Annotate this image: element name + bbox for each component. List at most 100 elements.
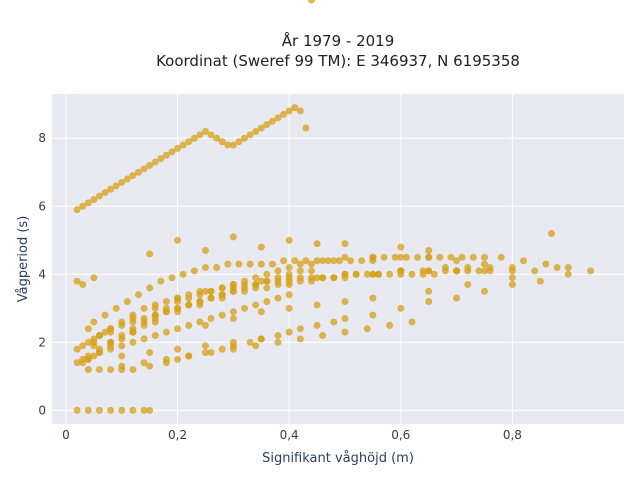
data-point xyxy=(280,257,288,265)
data-point xyxy=(480,253,488,261)
data-point xyxy=(296,260,304,268)
data-point xyxy=(458,253,466,261)
data-point xyxy=(201,321,209,329)
data-point xyxy=(73,277,81,285)
data-point xyxy=(84,352,92,360)
y-tick-label: 2 xyxy=(38,335,46,349)
data-point xyxy=(341,298,349,306)
data-point xyxy=(307,267,315,275)
data-point xyxy=(107,366,115,374)
data-point xyxy=(123,175,131,183)
data-point xyxy=(146,406,154,414)
data-point xyxy=(374,270,382,278)
data-point xyxy=(358,257,366,265)
data-point xyxy=(107,338,115,346)
data-point xyxy=(257,260,265,268)
x-tick-label: 0,4 xyxy=(280,428,299,442)
data-point xyxy=(201,127,209,135)
data-point xyxy=(391,253,399,261)
data-point xyxy=(280,110,288,118)
data-point xyxy=(174,308,182,316)
data-point xyxy=(268,260,276,268)
data-point xyxy=(425,267,433,275)
data-point xyxy=(257,277,265,285)
data-point xyxy=(296,335,304,343)
data-point xyxy=(123,298,131,306)
data-point xyxy=(274,294,282,302)
data-point xyxy=(285,281,293,289)
data-point xyxy=(268,117,276,125)
data-point xyxy=(84,338,92,346)
data-point xyxy=(201,342,209,350)
data-point xyxy=(207,131,215,139)
data-point xyxy=(252,342,260,350)
data-point xyxy=(274,332,282,340)
data-point xyxy=(129,318,137,326)
data-point xyxy=(140,406,148,414)
data-point xyxy=(118,332,126,340)
data-point xyxy=(263,121,271,129)
data-point xyxy=(207,315,215,323)
data-point xyxy=(263,277,271,285)
data-point xyxy=(218,345,226,353)
data-point xyxy=(190,267,198,275)
x-tick-label: 0,2 xyxy=(168,428,187,442)
data-point xyxy=(146,161,154,169)
data-point xyxy=(330,318,338,326)
data-point xyxy=(190,134,198,142)
data-point xyxy=(179,270,187,278)
data-point xyxy=(330,274,338,282)
data-point xyxy=(274,114,282,122)
data-point xyxy=(285,270,293,278)
tick-labels: 0 0,2 0,4 0,6 0,8 0 2 4 6 8 xyxy=(38,131,522,442)
data-point xyxy=(369,294,377,302)
data-point xyxy=(201,287,209,295)
data-point xyxy=(140,165,148,173)
data-point xyxy=(151,318,159,326)
data-point xyxy=(129,338,137,346)
data-point xyxy=(252,274,260,282)
data-point xyxy=(480,260,488,268)
data-point xyxy=(213,264,221,272)
data-point xyxy=(274,274,282,282)
data-point xyxy=(547,229,555,237)
data-point xyxy=(185,352,193,360)
data-point xyxy=(140,335,148,343)
data-point xyxy=(162,355,170,363)
data-point xyxy=(129,366,137,374)
data-point xyxy=(508,281,516,289)
x-tick-label: 0 xyxy=(62,428,70,442)
data-point xyxy=(380,253,388,261)
data-point xyxy=(162,304,170,312)
data-point xyxy=(564,264,572,272)
data-point xyxy=(453,294,461,302)
data-point xyxy=(508,264,516,272)
data-point xyxy=(302,124,310,132)
data-point xyxy=(553,264,561,272)
data-point xyxy=(112,182,120,190)
data-point xyxy=(313,321,321,329)
x-axis-title: Signifikant våghöjd (m) xyxy=(262,451,414,466)
data-point xyxy=(185,321,193,329)
data-point xyxy=(397,243,405,251)
data-point xyxy=(73,206,81,214)
data-point xyxy=(419,267,427,275)
data-point xyxy=(352,270,360,278)
chart-title-line-2: Koordinat (Sweref 99 TM): E 346937, N 61… xyxy=(156,52,520,70)
data-point xyxy=(285,107,293,115)
data-point xyxy=(101,328,109,336)
data-point xyxy=(447,253,455,261)
data-point xyxy=(475,267,483,275)
data-point xyxy=(319,332,327,340)
data-point xyxy=(330,257,338,265)
data-point xyxy=(168,148,176,156)
data-point xyxy=(335,257,343,265)
data-point xyxy=(285,328,293,336)
data-point xyxy=(531,267,539,275)
data-point xyxy=(257,124,265,132)
data-point xyxy=(497,253,505,261)
data-point xyxy=(157,155,165,163)
data-point xyxy=(229,233,237,241)
data-point xyxy=(224,141,232,149)
